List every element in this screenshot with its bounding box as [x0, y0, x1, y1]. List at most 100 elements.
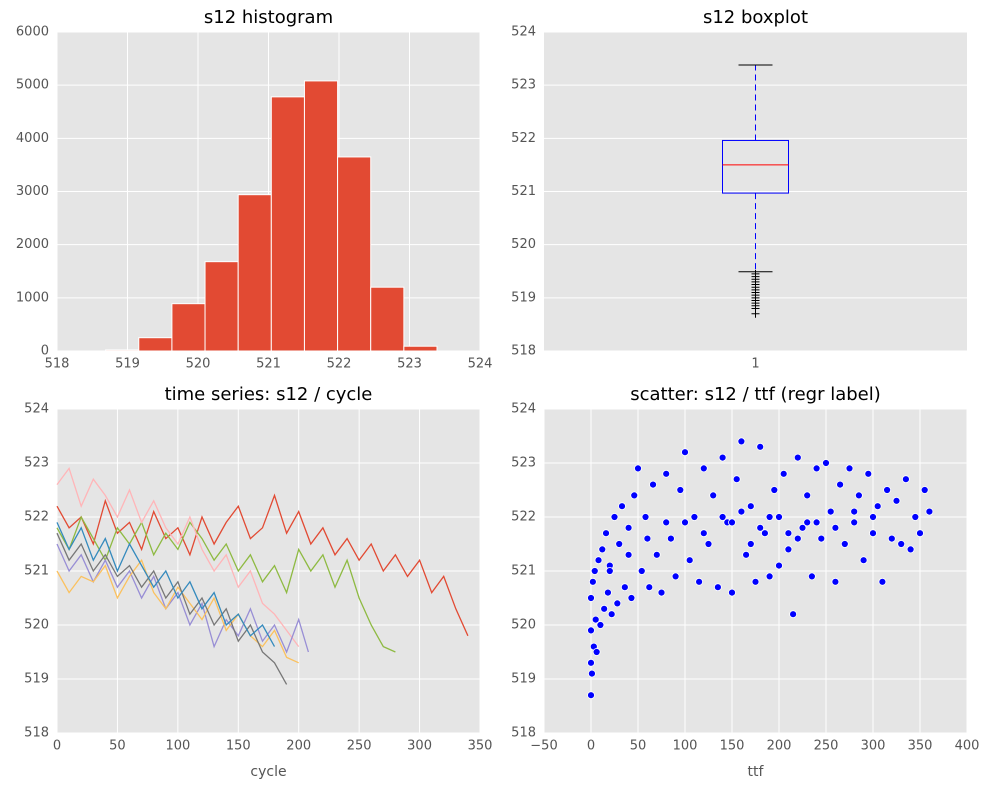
- y-tick-label: 6000: [16, 25, 49, 40]
- x-tick-label: 100: [165, 739, 190, 754]
- bar: [237, 194, 272, 352]
- point: [657, 588, 666, 597]
- point: [709, 491, 718, 500]
- point: [634, 464, 642, 473]
- point: [859, 556, 868, 565]
- series-line: [56, 522, 276, 647]
- x-tick-label: 521: [256, 357, 281, 372]
- y-tick-label: 524: [24, 402, 49, 417]
- point: [690, 513, 699, 521]
- point: [604, 588, 612, 597]
- point: [803, 491, 812, 500]
- x-tick-label: 250: [347, 739, 372, 754]
- point: [855, 491, 863, 500]
- bar: [138, 337, 173, 352]
- point: [587, 658, 595, 667]
- point: [831, 523, 840, 532]
- point: [906, 545, 915, 554]
- panel: 518 519 520 521 522 523 524 −50 0 50 100 150 200 250 3…: [511, 384, 979, 780]
- point: [925, 507, 934, 516]
- point: [728, 588, 736, 597]
- point: [598, 545, 607, 554]
- point: [685, 556, 694, 565]
- x-tick-label: 523: [397, 357, 422, 372]
- point: [681, 518, 689, 527]
- point: [600, 604, 609, 613]
- point: [714, 583, 722, 592]
- chart-title: s12 boxplot: [703, 7, 808, 28]
- point: [831, 577, 840, 586]
- point: [845, 464, 854, 473]
- x-tick-label: 520: [186, 357, 211, 372]
- bar: [171, 303, 206, 352]
- point: [775, 561, 783, 570]
- point: [826, 507, 835, 516]
- point: [850, 507, 859, 516]
- point: [812, 464, 821, 473]
- point: [902, 475, 910, 484]
- point: [869, 513, 877, 521]
- chart-title: time series: s12 / cycle: [165, 384, 373, 405]
- x-tick-label: 100: [673, 739, 698, 754]
- x-tick-label: 50: [109, 739, 126, 754]
- panel: 0 1000 2000 3000 4000 5000 6000 518 519 520 521 522…: [16, 7, 493, 372]
- point: [681, 448, 689, 457]
- point: [695, 577, 703, 586]
- point: [840, 540, 849, 548]
- point: [587, 626, 595, 635]
- y-tick-label: 519: [511, 290, 536, 305]
- y-tick-label: 0: [41, 344, 49, 359]
- point: [756, 523, 765, 532]
- point: [756, 442, 765, 451]
- x-tick-label: 350: [468, 739, 493, 754]
- point: [592, 648, 601, 656]
- point: [770, 486, 779, 494]
- bar: [303, 80, 339, 352]
- point: [761, 529, 769, 538]
- x-tick-label: 0: [587, 739, 595, 754]
- x-tick-label: 200: [286, 739, 311, 754]
- y-tick-label: 520: [511, 237, 536, 252]
- point: [649, 480, 657, 489]
- point: [737, 507, 746, 516]
- point: [878, 577, 887, 586]
- y-tick-label: 519: [511, 672, 536, 687]
- point: [587, 594, 595, 602]
- bar: [403, 345, 438, 352]
- point: [645, 583, 654, 592]
- x-tick-label: 300: [407, 739, 432, 754]
- point: [618, 502, 626, 511]
- y-tick-label: 519: [24, 672, 49, 687]
- x-tick-label: 400: [955, 739, 980, 754]
- point: [803, 518, 812, 527]
- y-tick-label: 524: [511, 402, 536, 417]
- point: [594, 556, 603, 565]
- x-axis-label: ttf: [748, 764, 765, 780]
- point: [602, 529, 610, 538]
- y-tick-label: 521: [511, 184, 536, 199]
- y-tick-label: 518: [511, 726, 536, 741]
- point: [737, 437, 746, 446]
- y-tick-label: 523: [511, 456, 536, 471]
- x-tick-label: 150: [720, 739, 745, 754]
- point: [699, 529, 708, 538]
- point: [897, 540, 906, 548]
- x-tick-label: 250: [814, 739, 839, 754]
- point: [704, 540, 713, 548]
- chart-title: scatter: s12 / ttf (regr label): [630, 384, 881, 405]
- series-line: [56, 543, 310, 654]
- box: [722, 139, 789, 194]
- point: [887, 534, 896, 543]
- point: [869, 529, 877, 538]
- panel: 518 519 520 521 522 523 524 s12 boxplot 1: [511, 7, 967, 372]
- point: [610, 513, 619, 521]
- y-tick-label: 2000: [16, 237, 49, 252]
- point: [728, 518, 736, 527]
- point: [624, 523, 633, 532]
- point: [920, 486, 929, 494]
- y-tick-label: 3000: [16, 184, 49, 199]
- chart-title: s12 histogram: [204, 7, 333, 28]
- point: [587, 691, 595, 700]
- point: [765, 572, 774, 581]
